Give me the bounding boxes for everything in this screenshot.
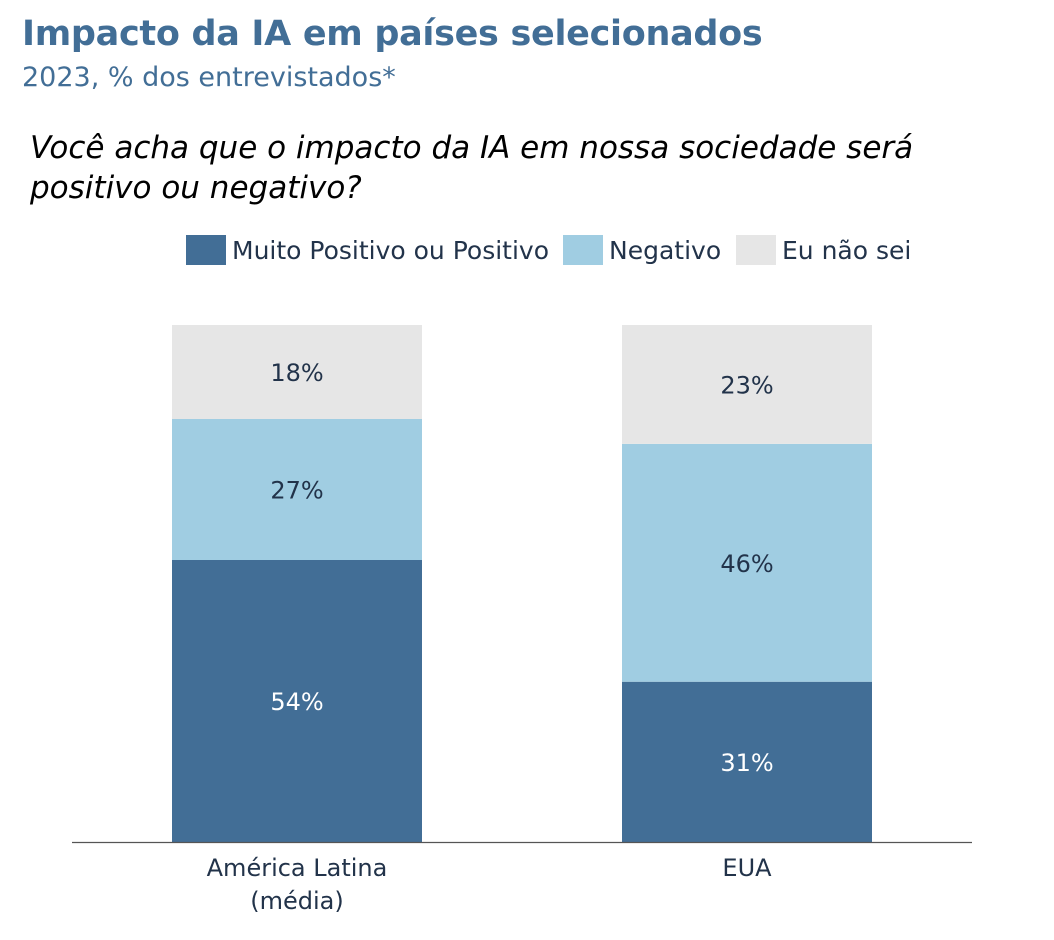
bar-segment-1-0 xyxy=(622,681,872,842)
category-label-1-0: EUA xyxy=(722,854,772,882)
data-label-0-1: 27% xyxy=(270,477,323,505)
bar-segment-1-2 xyxy=(622,325,872,444)
legend: Muito Positivo ou Positivo Negativo Eu n… xyxy=(0,233,1054,273)
survey-question: Você acha que o impacto da IA em nossa s… xyxy=(30,130,914,206)
legend-item-negative: Negativo xyxy=(563,233,721,267)
legend-label-unknown: Eu não sei xyxy=(782,235,912,265)
legend-label-positive: Muito Positivo ou Positivo xyxy=(232,235,550,265)
data-label-1-0: 31% xyxy=(720,749,773,777)
legend-label-negative: Negativo xyxy=(609,235,722,265)
bar-segment-0-1 xyxy=(172,419,422,560)
chart-title: Impacto da IA em países selecionados xyxy=(22,14,763,54)
bar-segment-0-2 xyxy=(172,325,422,419)
legend-swatch-positive xyxy=(186,235,226,265)
bar-segment-1-1 xyxy=(622,443,872,682)
chart-subtitle: 2023, % dos entrevistados* xyxy=(22,62,396,93)
data-label-0-0: 54% xyxy=(270,688,323,716)
legend-item-unknown: Eu não sei xyxy=(736,233,911,267)
legend-swatch-negative xyxy=(563,235,603,265)
legend-swatch-unknown xyxy=(736,235,776,265)
legend-item-positive: Muito Positivo ou Positivo xyxy=(186,233,549,267)
data-label-1-2: 23% xyxy=(720,371,773,399)
data-label-0-2: 18% xyxy=(270,359,323,387)
category-label-0-1: (média) xyxy=(250,887,343,915)
data-label-1-1: 46% xyxy=(720,550,773,578)
bar-segment-0-0 xyxy=(172,560,422,842)
category-label-0-0: América Latina xyxy=(207,854,388,882)
